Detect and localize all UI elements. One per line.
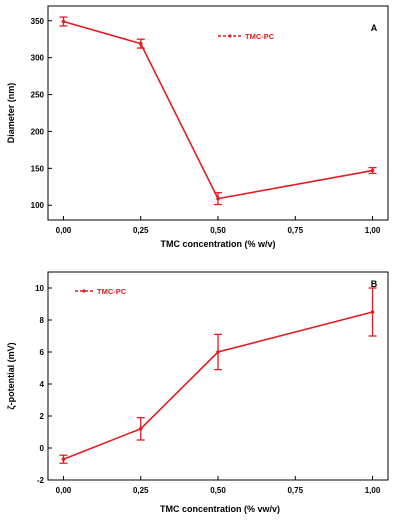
y-tick-label: 150 [31, 164, 45, 173]
panel-letter: A [371, 23, 378, 33]
x-tick-label: 0,50 [210, 226, 226, 235]
panel-a: 0,00 0,25 0,50 0,75 1,00 100 150 200 250 300 350 A… [6, 5, 389, 249]
x-tick-label: 0,00 [56, 226, 72, 235]
plot-marks: 0,00 0,25 0,50 0,75 1,00 -2 0 2 4 6 8 10 [35, 284, 381, 495]
panel-letter: B [371, 279, 378, 289]
y-tick-label: 8 [40, 316, 45, 325]
y-tick-label: -2 [37, 476, 45, 485]
legend-marker [82, 289, 86, 293]
legend-marker [228, 34, 232, 38]
y-tick-label: 2 [40, 412, 45, 421]
panel-b: 0,00 0,25 0,50 0,75 1,00 -2 0 2 4 6 8 10 B TMC-PC T… [6, 271, 389, 514]
data-point [138, 427, 143, 431]
x-tick-label: 1,00 [365, 486, 381, 495]
series-line [63, 311, 373, 460]
x-tick-label: 0,00 [56, 486, 72, 495]
data-point [216, 350, 220, 354]
x-axis-title: TMC concentration (% vw/v) [160, 504, 280, 514]
x-tick-label: 0,25 [133, 486, 149, 495]
y-tick-label: 6 [40, 348, 45, 357]
y-axis-title: ζ-potential (mV) [6, 342, 16, 409]
y-tick-label: 300 [31, 54, 45, 63]
x-tick-label: 0,75 [287, 226, 303, 235]
legend: TMC-PC [218, 32, 275, 41]
y-tick-label: 4 [40, 380, 45, 389]
x-tick-label: 0,75 [287, 486, 303, 495]
y-tick-label: 100 [31, 201, 45, 210]
legend-label: TMC-PC [245, 32, 275, 41]
x-tick-label: 1,00 [365, 226, 381, 235]
series-line [63, 20, 373, 200]
data-point [138, 41, 143, 46]
x-axis-title: TMC concentration (% w/v) [160, 239, 275, 249]
x-tick-label: 0,50 [210, 486, 226, 495]
legend-label: TMC-PC [97, 287, 127, 296]
data-point [370, 310, 375, 314]
y-tick-label: 0 [40, 444, 45, 453]
plot-frame [47, 5, 389, 221]
data-point [370, 168, 375, 173]
data-point [216, 196, 220, 201]
data-point [61, 457, 66, 462]
y-tick-label: 10 [35, 284, 44, 293]
y-tick-label: 350 [31, 17, 45, 26]
data-point [61, 19, 66, 24]
y-tick-label: 200 [31, 127, 45, 136]
legend: TMC-PC [75, 287, 127, 296]
plot-marks: 0,00 0,25 0,50 0,75 1,00 100 150 200 250 300 350 [31, 16, 381, 235]
plot-frame [47, 271, 389, 481]
y-tick-label: 250 [31, 91, 45, 100]
y-axis-title: Diameter (nm) [6, 83, 16, 144]
x-tick-label: 0,25 [133, 226, 149, 235]
